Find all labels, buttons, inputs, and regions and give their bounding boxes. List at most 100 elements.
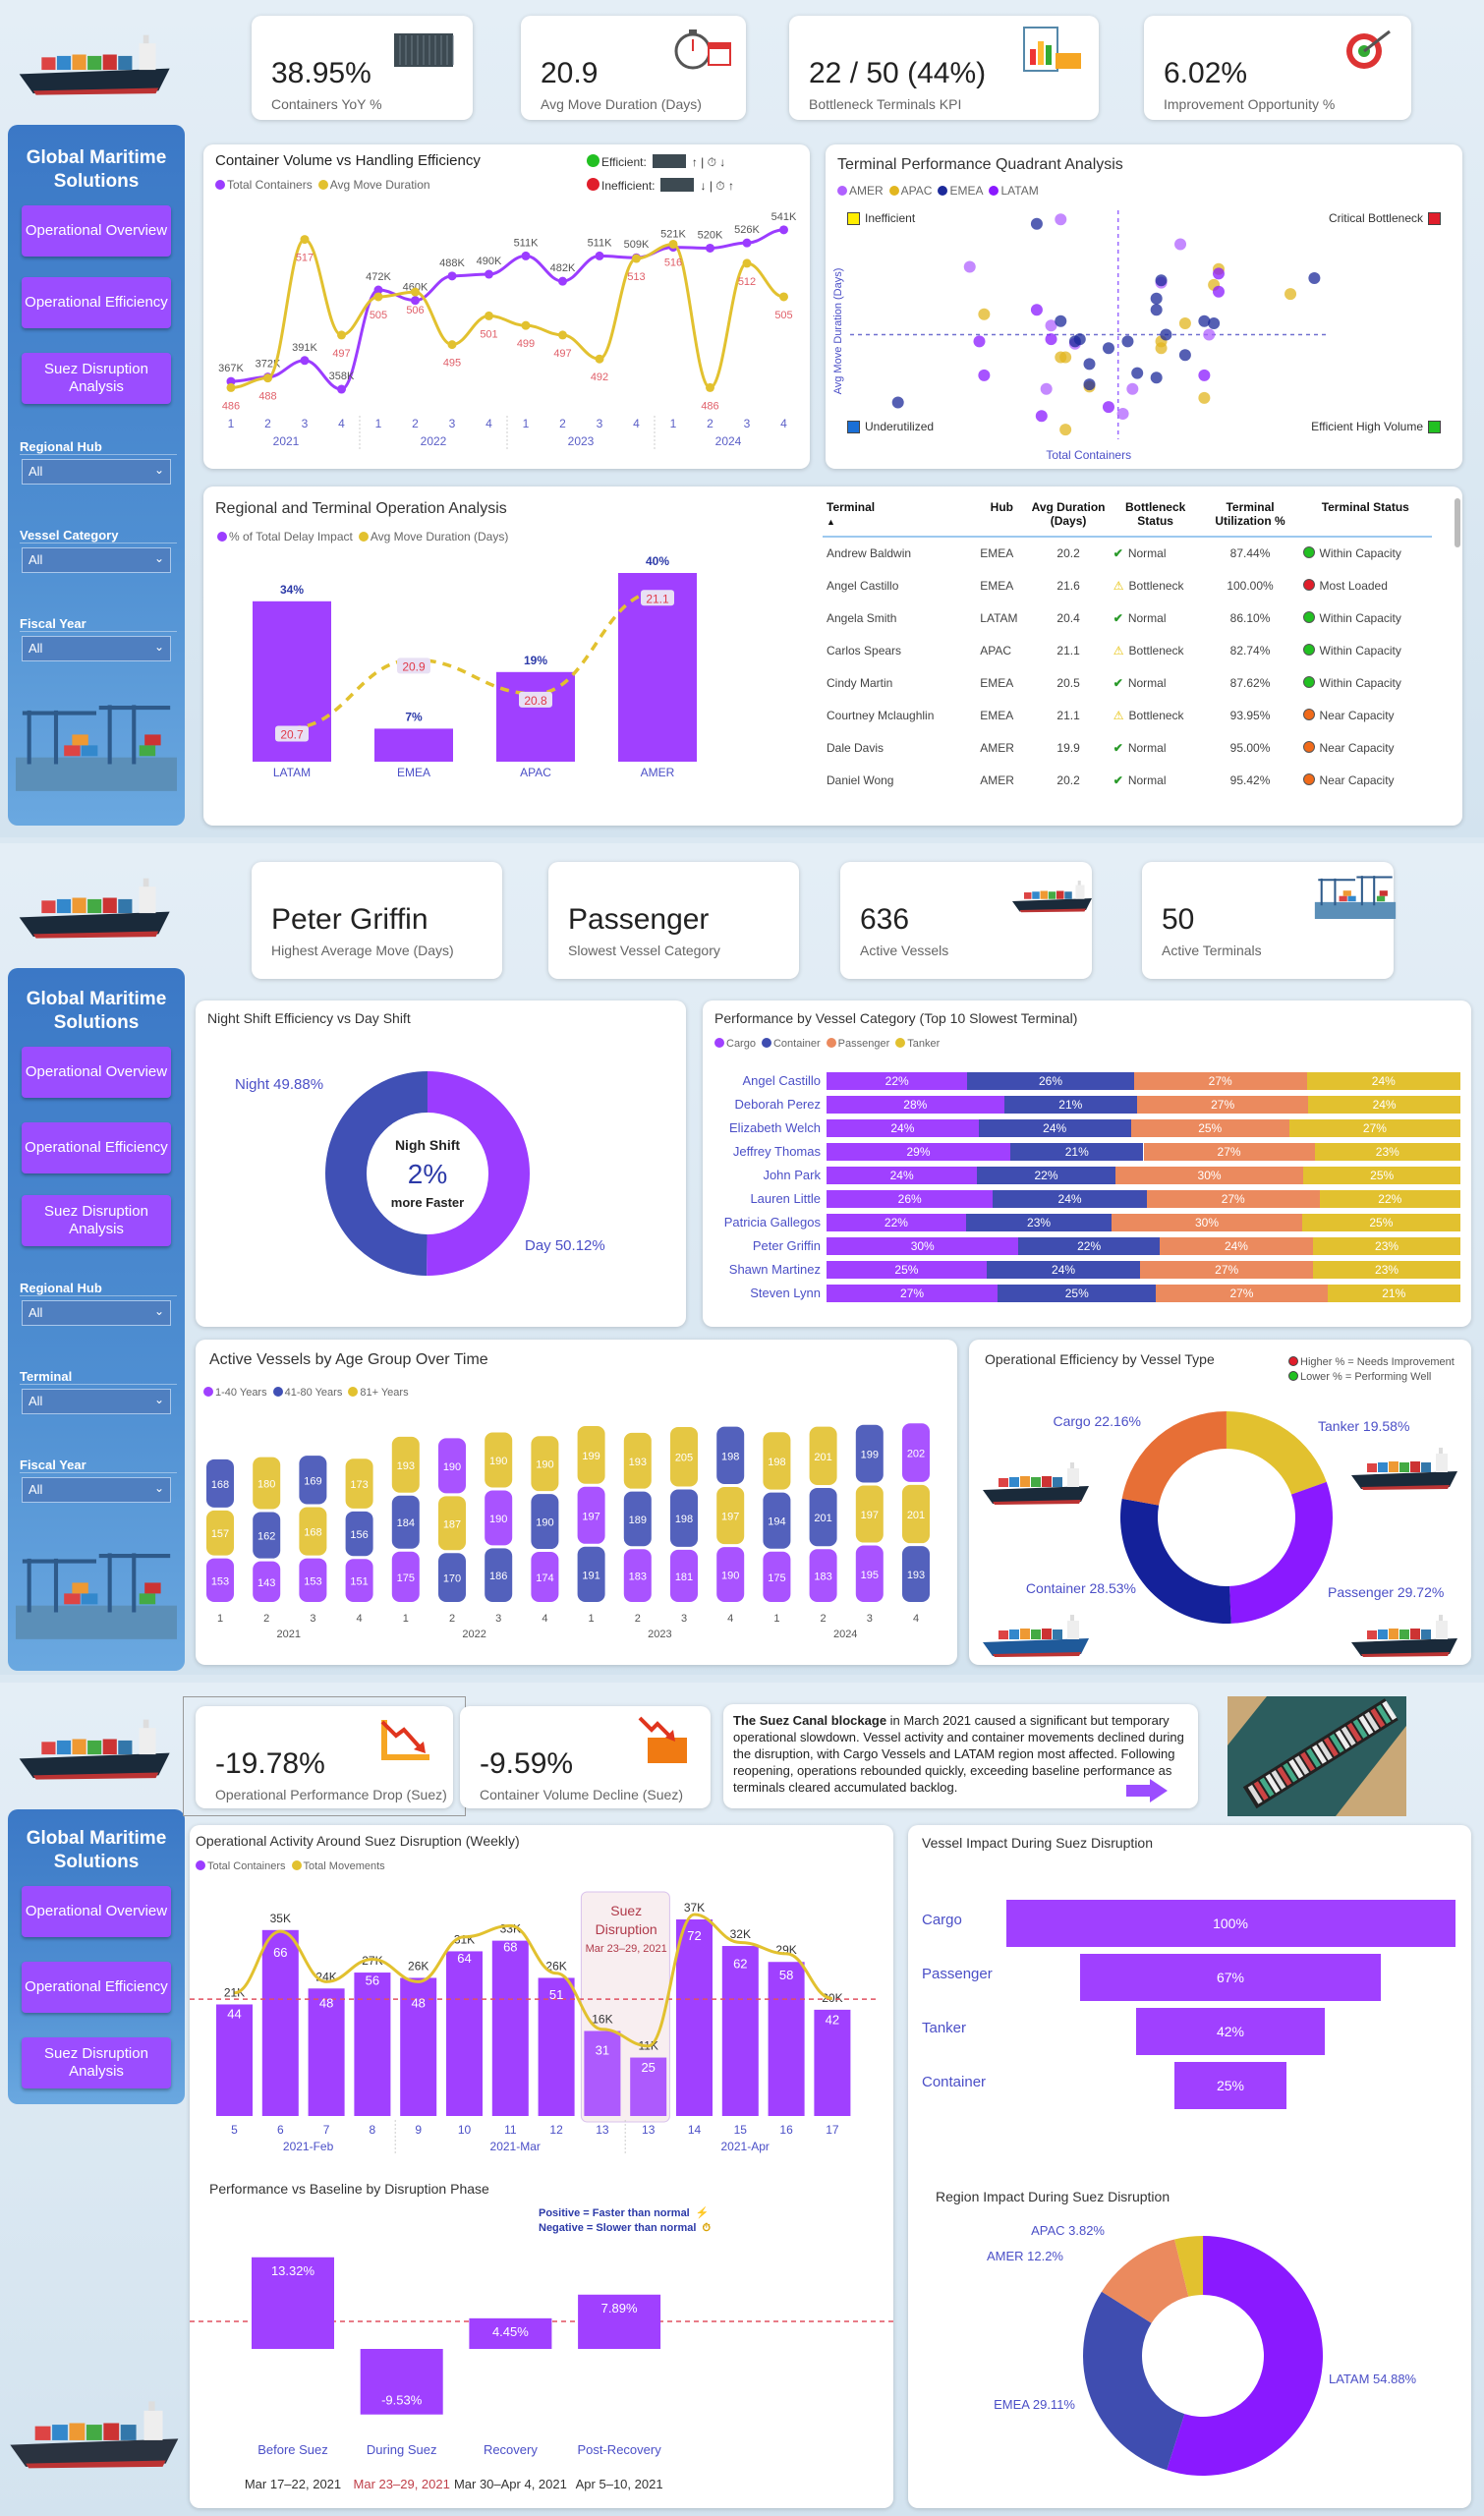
- chevron-down-icon: ⌄: [153, 1393, 164, 1406]
- kpi-label: Active Terminals: [1162, 943, 1262, 958]
- slice-label: APAC 3.82%: [1031, 2223, 1105, 2238]
- status-dot-icon: [1288, 1356, 1298, 1366]
- ribbon-segment: [577, 1546, 605, 1602]
- ribbon-segment: [716, 1487, 745, 1545]
- filter-value: All: [29, 1305, 43, 1320]
- cell-utilization: 95.00%: [1229, 740, 1271, 755]
- chart-legend: % of Total Delay Impact Avg Move Duration…: [217, 530, 508, 543]
- table-row[interactable]: Andrew Baldwin EMEA 20.2 ✔ Normal 87.44% Withi…: [823, 537, 1432, 569]
- chart-title: Regional and Terminal Operation Analysis: [215, 500, 507, 517]
- cell-bottleneck-status: ⚠ Bottleneck: [1113, 708, 1184, 722]
- column-header[interactable]: Hub: [976, 496, 1028, 538]
- bar-segment-container: 24%: [993, 1190, 1147, 1208]
- nav-button-operational-efficiency[interactable]: Operational Efficiency: [22, 277, 171, 328]
- container-bar: [538, 1977, 575, 2116]
- column-header[interactable]: Terminal ▲: [823, 496, 977, 538]
- x-group-label: 2021: [273, 434, 300, 448]
- table-row[interactable]: Daniel Wong AMER 20.2 ✔ Normal 95.42% Near Cap…: [823, 764, 1432, 796]
- movement-label: 68: [503, 1939, 517, 1954]
- segment-label: 169: [304, 1475, 321, 1487]
- filter-dropdown[interactable]: All ⌄: [22, 459, 171, 485]
- x-tick-label: 3: [867, 1613, 873, 1625]
- checkmark-icon: ✔: [1113, 772, 1123, 787]
- table-row[interactable]: Angela Smith LATAM 20.4 ✔ Normal 86.10% Within…: [823, 601, 1432, 634]
- x-tick-label: 2: [821, 1613, 827, 1625]
- data-label: 497: [332, 348, 350, 360]
- chart-title: Vessel Impact During Suez Disruption: [922, 1835, 1153, 1851]
- movement-label: 62: [733, 1956, 747, 1971]
- legend-item: 81+ Years: [348, 1387, 409, 1399]
- data-label: 512: [738, 276, 756, 288]
- cell-hub: EMEA: [980, 578, 1014, 593]
- x-tick-label: 1: [375, 417, 382, 430]
- kpi-value: 22 / 50 (44%): [809, 57, 987, 89]
- port-image: [16, 1538, 177, 1646]
- duration-label: 20.9: [402, 659, 426, 673]
- filter-label: Vessel Category: [20, 528, 177, 543]
- quadrant-swatch-icon: [1428, 420, 1441, 433]
- nav-button-operational-overview[interactable]: Operational Overview: [22, 1886, 171, 1937]
- quadrant-label-tr: Critical Bottleneck: [1329, 211, 1441, 225]
- table-row[interactable]: Carlos Spears APAC 21.1 ⚠ Bottleneck 82.74% Wi…: [823, 634, 1432, 666]
- bar-segment-cargo: 25%: [827, 1261, 987, 1279]
- data-point: [447, 340, 457, 350]
- nav-button-operational-overview[interactable]: Operational Overview: [22, 205, 171, 257]
- nav-button-suez-disruption-analysis[interactable]: Suez Disruption Analysis: [22, 1195, 171, 1246]
- scatter-point-amer: [1116, 408, 1129, 420]
- funnel-bar: 42%: [1136, 2008, 1325, 2055]
- segment-label: 162: [257, 1531, 275, 1543]
- category-label: John Park: [763, 1168, 821, 1182]
- center-line1: Nigh Shift: [395, 1137, 460, 1153]
- ribbon-segment: [716, 1426, 745, 1485]
- scatter-point-amer: [1045, 319, 1057, 332]
- filter-dropdown[interactable]: All ⌄: [22, 636, 171, 661]
- x-tick-label: 5: [231, 2123, 238, 2137]
- data-label: 472K: [366, 271, 391, 283]
- nav-button-suez-disruption-analysis[interactable]: Suez Disruption Analysis: [22, 353, 171, 404]
- bar-segment-passenger: 27%: [1140, 1261, 1314, 1279]
- ribbon-segment: [253, 1457, 281, 1510]
- kpi-card: Passenger Slowest Vessel Category: [548, 862, 799, 979]
- legend-item: Lower % = Performing Well: [1288, 1370, 1455, 1385]
- donut-slice-amer: [1101, 2239, 1189, 2323]
- legend-item: 41-80 Years: [272, 1387, 342, 1399]
- slice-label: AMER 12.2%: [987, 2249, 1063, 2263]
- bar-segment-container: 22%: [977, 1167, 1115, 1184]
- day-label: Day 50.12%: [525, 1237, 605, 1254]
- scatter-point-emea: [1055, 314, 1067, 327]
- filter-dropdown[interactable]: All ⌄: [22, 1477, 171, 1503]
- table-row[interactable]: Angel Castillo EMEA 21.6 ⚠ Bottleneck 100.00%…: [823, 569, 1432, 601]
- kpi-card: 20.9 Avg Move Duration (Days): [521, 16, 746, 120]
- filter-dropdown[interactable]: All ⌄: [22, 547, 171, 573]
- status-dot-icon: [1302, 610, 1315, 623]
- nav-button-operational-efficiency[interactable]: Operational Efficiency: [22, 1962, 171, 2013]
- tanker-ship-image: [1347, 1438, 1465, 1497]
- bar-segment-cargo: 22%: [827, 1072, 968, 1090]
- filter-dropdown[interactable]: All ⌄: [22, 1300, 171, 1326]
- kpi-value: 38.95%: [271, 57, 371, 89]
- table-row[interactable]: Courtney Mclaughlin EMEA 21.1 ⚠ Bottleneck 93…: [823, 699, 1432, 731]
- column-header[interactable]: Terminal Status: [1298, 496, 1432, 538]
- table-scrollbar[interactable]: [1455, 498, 1460, 547]
- nav-button-operational-overview[interactable]: Operational Overview: [22, 1047, 171, 1098]
- container-bar: [354, 1973, 391, 2116]
- column-header[interactable]: Avg Duration (Days): [1027, 496, 1110, 538]
- slice-label: Passenger 29.72%: [1328, 1584, 1444, 1600]
- nav-button-operational-efficiency[interactable]: Operational Efficiency: [22, 1122, 171, 1173]
- nav-button-suez-disruption-analysis[interactable]: Suez Disruption Analysis: [22, 2037, 171, 2088]
- scatter-point-apac: [1155, 342, 1168, 355]
- x-tick-label: 6: [277, 2123, 284, 2137]
- quadrant-chart: Terminal Performance Quadrant Analysis AM…: [826, 144, 1462, 469]
- regional-terminal-card: Regional and Terminal Operation Analysis…: [203, 486, 1462, 826]
- kpi-label: Avg Move Duration (Days): [541, 96, 702, 112]
- column-header[interactable]: Bottleneck Status: [1109, 496, 1202, 538]
- column-header[interactable]: Terminal Utilization %: [1201, 496, 1299, 538]
- filter-dropdown[interactable]: All ⌄: [22, 1389, 171, 1414]
- table-row[interactable]: Cindy Martin EMEA 20.5 ✔ Normal 87.62% Within …: [823, 666, 1432, 699]
- table-row[interactable]: Dale Davis AMER 19.9 ✔ Normal 95.00% Near Capa…: [823, 731, 1432, 764]
- filter-label: Fiscal Year: [20, 1458, 177, 1473]
- kpi-label: Active Vessels: [860, 943, 949, 958]
- segment-label: 187: [443, 1518, 461, 1530]
- bar-segment-cargo: 24%: [827, 1167, 978, 1184]
- ribbon-segment: [623, 1432, 652, 1489]
